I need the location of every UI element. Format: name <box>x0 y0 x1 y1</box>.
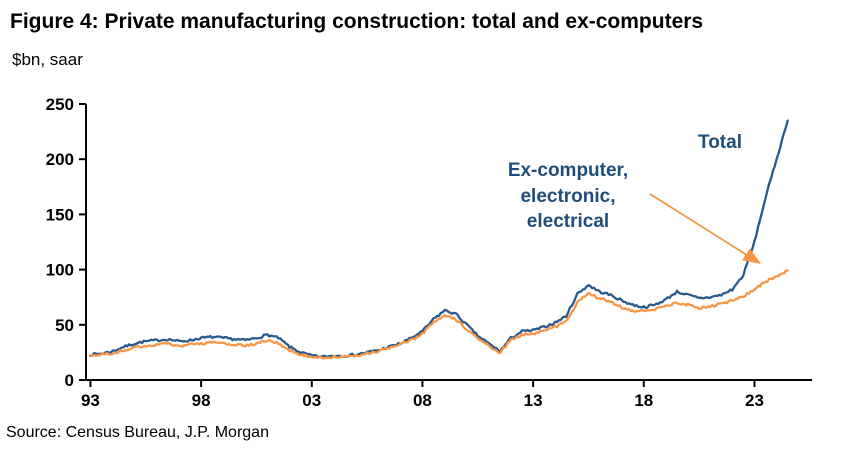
series-line-ex-computer <box>89 269 789 360</box>
y-tick-label: 150 <box>46 205 74 224</box>
y-tick-label: 200 <box>46 150 74 169</box>
chart-title: Figure 4: Private manufacturing construc… <box>10 10 704 33</box>
x-tick-label: 03 <box>302 391 321 410</box>
x-tick-label: 93 <box>81 391 100 410</box>
x-tick-label: 13 <box>524 391 543 410</box>
series-label-ex-computer: Ex-computer, electronic, electrical <box>507 160 629 233</box>
series-lines <box>89 119 789 360</box>
axes <box>79 103 812 387</box>
y-tick-label: 100 <box>46 261 74 280</box>
y-tick-label: 50 <box>55 316 74 335</box>
x-tick-label: 18 <box>634 391 653 410</box>
annotation-arrow <box>649 193 762 264</box>
series-line-total <box>89 119 789 359</box>
x-tick-label: 98 <box>192 391 211 410</box>
source-note: Source: Census Bureau, J.P. Morgan <box>6 424 269 441</box>
y-tick-label: 250 <box>46 95 74 114</box>
chart-units-label: $bn, saar <box>12 50 83 69</box>
x-tick-label: 08 <box>413 391 432 410</box>
series-label-total: Total <box>698 132 742 153</box>
x-tick-label: 23 <box>745 391 764 410</box>
y-tick-label: 0 <box>65 371 74 390</box>
tick-labels: 0 50 100 150 200 250 93 98 03 08 13 18 23 <box>46 95 764 410</box>
